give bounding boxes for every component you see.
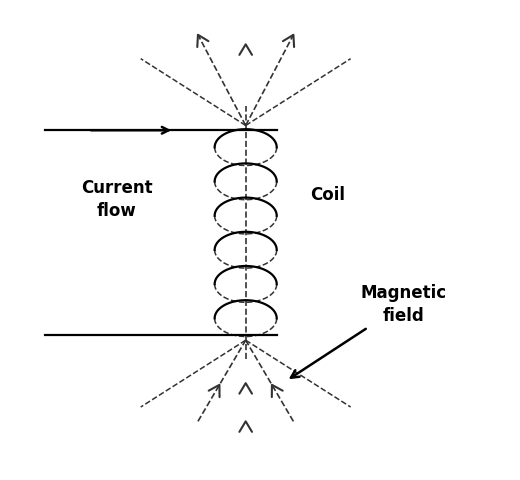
Text: Coil: Coil: [310, 186, 345, 204]
Text: Current
flow: Current flow: [81, 180, 153, 219]
Text: Magnetic
field: Magnetic field: [291, 284, 446, 378]
